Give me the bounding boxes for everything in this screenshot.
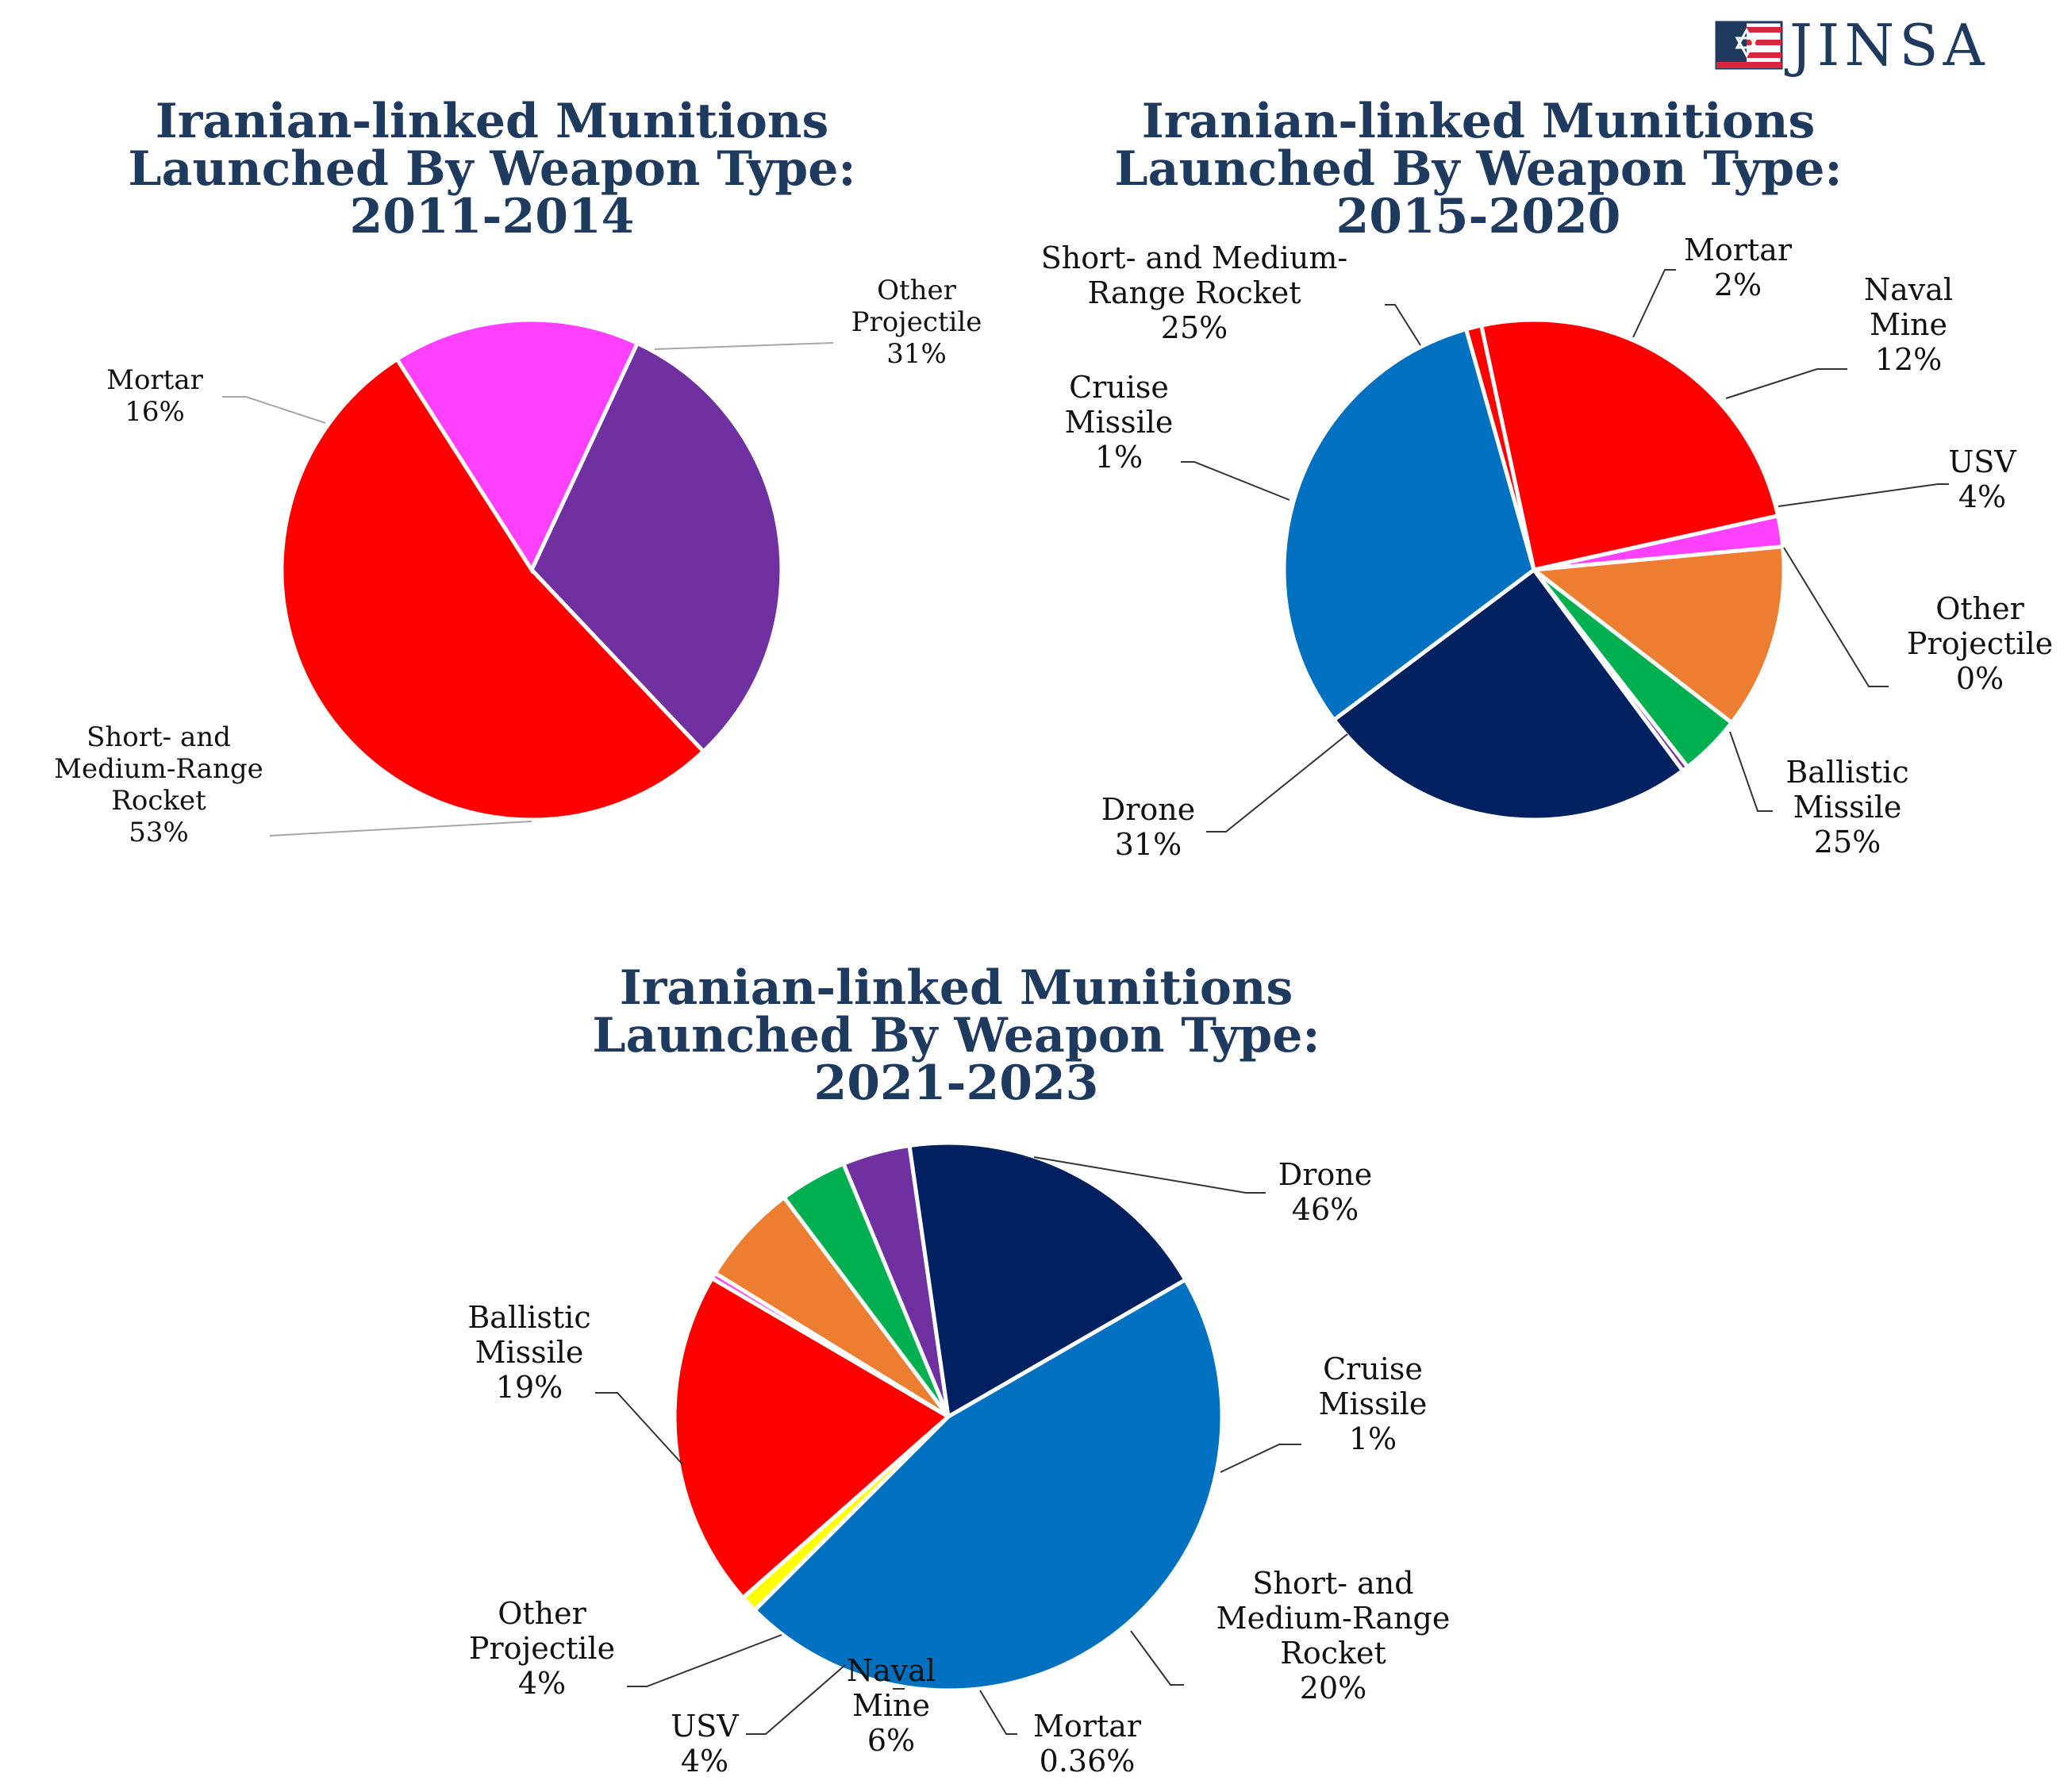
slice-label-mortar: Mortar 0.36% bbox=[1033, 1709, 1142, 1779]
flag-star-icon bbox=[1715, 21, 1783, 70]
chart-title: Iranian-linked Munitions Launched By Weap… bbox=[592, 960, 1320, 1111]
pie-slice-short-and-medium-range-rocket bbox=[279, 356, 706, 822]
pie-chart-2021-2023: Iranian-linked Munitions Launched By Weap… bbox=[467, 960, 1450, 1779]
slice-label-cruise-missile: Cruise Missile 1% bbox=[1319, 1352, 1428, 1456]
slice-label-mortar: Mortar 2% bbox=[1684, 233, 1793, 302]
leader-line bbox=[1632, 269, 1676, 338]
leader-line bbox=[746, 1664, 846, 1735]
slice-label-ballistic-missile: Ballistic Missile 19% bbox=[467, 1300, 590, 1405]
leader-line bbox=[1783, 547, 1889, 687]
leader-line bbox=[627, 1634, 782, 1687]
slice-label-other-projectile: Other Projectile 0% bbox=[1907, 591, 2053, 696]
leader-line bbox=[1778, 483, 1949, 507]
slice-label-short-and-medium-range-rocket: Short- and Medium-Range Rocket 25% bbox=[1041, 240, 1348, 345]
slice-label-cruise-missile: Cruise Missile 1% bbox=[1065, 370, 1174, 475]
slice-label-drone: Drone 31% bbox=[1101, 792, 1195, 862]
pie-slice-ballistic-missile bbox=[907, 1140, 1189, 1421]
slice-label-drone: Drone 46% bbox=[1278, 1157, 1372, 1227]
slice-label-naval-mine: Naval Mine 6% bbox=[847, 1653, 936, 1758]
leader-line bbox=[269, 821, 532, 836]
pie-slice-short-and-medium-range-rocket bbox=[1478, 317, 1781, 572]
slice-label-usv: USV 4% bbox=[671, 1709, 739, 1779]
pie-slice-naval-mine bbox=[1528, 544, 1786, 726]
slice-label-short-and-medium-range-rocket: Short- and Medium-Range Rocket 53% bbox=[54, 721, 263, 848]
slice-label-mortar: Mortar 16% bbox=[106, 364, 203, 428]
pie-slice-mortar bbox=[394, 317, 640, 575]
slice-label-naval-mine: Naval Mine 12% bbox=[1864, 272, 1953, 377]
leader-line bbox=[1385, 304, 1421, 346]
leader-line bbox=[1725, 368, 1847, 399]
logo-text: JINSA bbox=[1784, 12, 1989, 79]
slice-label-usv: USV 4% bbox=[1948, 444, 2016, 514]
slice-label-other-projectile: Other Projectile 4% bbox=[469, 1596, 615, 1701]
slice-label-ballistic-missile: Ballistic Missile 25% bbox=[1785, 755, 1908, 859]
slice-label-short-and-medium-range-rocket: Short- and Medium-Range Rocket 20% bbox=[1216, 1566, 1451, 1705]
pie-chart-2011-2014: Iranian-linked Munitions Launched By Weap… bbox=[54, 94, 982, 848]
leader-line bbox=[1033, 1156, 1266, 1194]
pie-slice-drone bbox=[1282, 326, 1536, 723]
leader-line bbox=[1206, 733, 1348, 833]
leader-line bbox=[979, 1690, 1017, 1735]
jinsa-logo: JINSA bbox=[1715, 12, 1989, 79]
chart-title: Iranian-linked Munitions Launched By Weap… bbox=[128, 94, 855, 244]
pie-slice-drone bbox=[751, 1277, 1224, 1693]
leader-line bbox=[1220, 1444, 1301, 1473]
leader-line bbox=[1181, 461, 1290, 501]
leader-line bbox=[1130, 1630, 1184, 1686]
pie-slice-short-and-medium-range-rocket bbox=[672, 1275, 952, 1601]
chart-title: Iranian-linked Munitions Launched By Weap… bbox=[1114, 94, 1842, 244]
pie-chart-2015-2020: Iranian-linked Munitions Launched By Weap… bbox=[1041, 94, 2053, 862]
pie-slice-other-projectile bbox=[529, 340, 784, 755]
leader-line bbox=[1729, 731, 1773, 812]
leader-line bbox=[654, 342, 834, 350]
leader-line bbox=[595, 1392, 683, 1465]
slice-label-other-projectile: Other Projectile 31% bbox=[851, 275, 982, 370]
leader-line bbox=[222, 396, 326, 424]
pie-slice-ballistic-missile bbox=[1331, 567, 1685, 822]
pie-slice-naval-mine bbox=[712, 1194, 951, 1419]
